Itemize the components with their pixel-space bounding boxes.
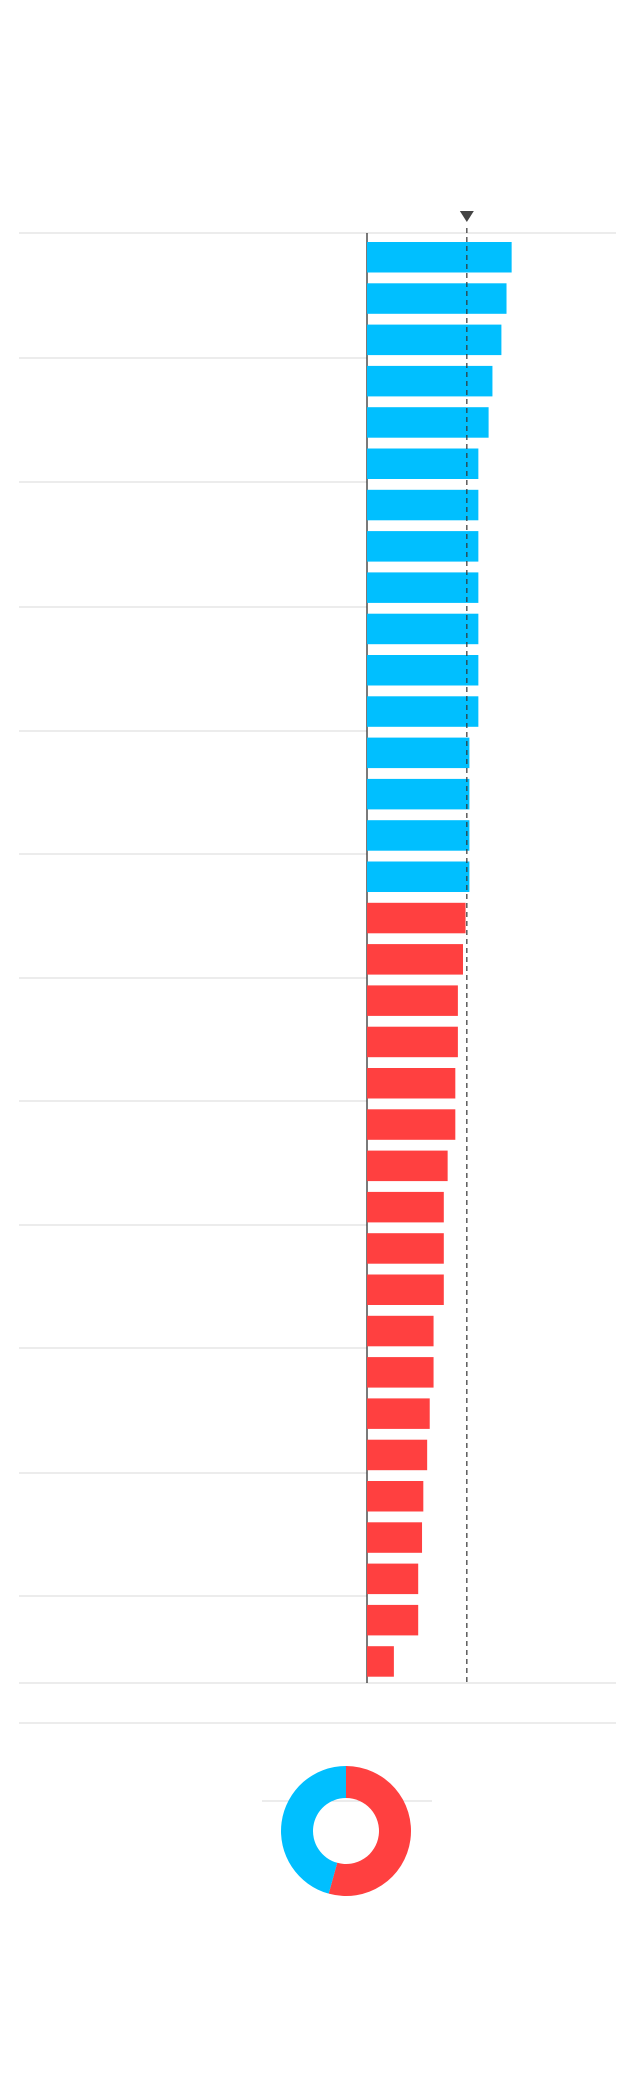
bar (367, 365, 493, 397)
pie-slice (328, 1766, 412, 1896)
bar (367, 531, 479, 562)
bar (367, 902, 466, 934)
bar (367, 820, 470, 851)
bar (367, 737, 470, 769)
bar (367, 1233, 444, 1264)
bar (367, 572, 479, 603)
bar (367, 1481, 424, 1512)
bar (367, 778, 470, 810)
bar (367, 655, 479, 686)
bar (367, 1150, 448, 1182)
bar (367, 1274, 444, 1305)
bar (367, 1439, 428, 1471)
bar (367, 1315, 434, 1347)
bar (367, 1026, 458, 1058)
pie-slice (281, 1766, 346, 1894)
bar (367, 489, 479, 521)
bar (367, 242, 512, 273)
bar (367, 1191, 444, 1223)
bar (367, 1646, 394, 1677)
bar (367, 1068, 456, 1099)
bar (367, 1357, 434, 1388)
bar (367, 324, 502, 356)
bar (367, 407, 489, 438)
bar (367, 1604, 419, 1636)
row-dividers (19, 232, 616, 1802)
bar (367, 1109, 456, 1140)
bar (367, 944, 463, 975)
bar (367, 1398, 430, 1429)
bar (367, 1522, 423, 1553)
bar (367, 1563, 419, 1595)
bar (367, 448, 479, 479)
bar (367, 985, 458, 1016)
bar (367, 283, 507, 314)
bar (367, 861, 470, 892)
bar (367, 613, 479, 645)
bar (367, 696, 479, 727)
reference-marker (459, 211, 474, 222)
